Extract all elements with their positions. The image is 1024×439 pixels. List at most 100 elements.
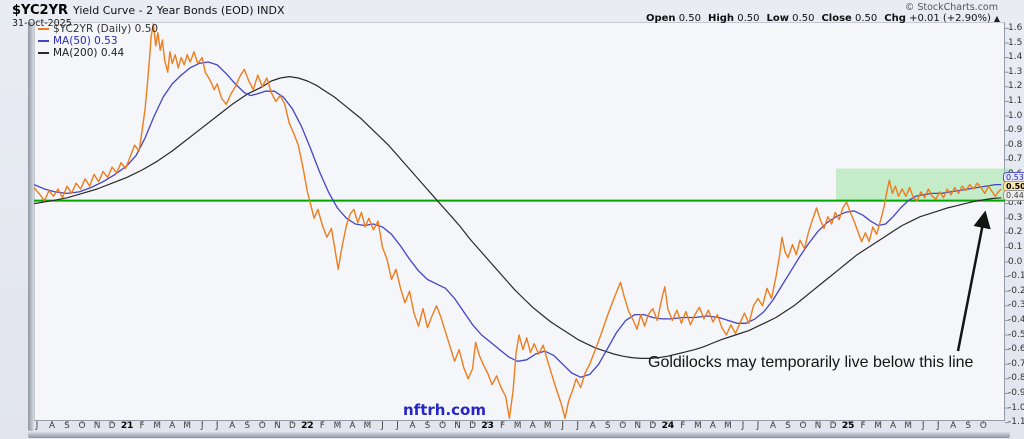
x-axis-label: S (244, 421, 251, 431)
x-axis-label: S (785, 421, 791, 431)
legend-item: MA(200) 0.44 (38, 47, 158, 59)
y-axis-label: 1.0 (1008, 110, 1023, 121)
x-axis-label: M (183, 421, 192, 431)
x-axis-label: M (513, 421, 522, 431)
green-highlight-box (836, 168, 1013, 201)
header: $YC2YR Yield Curve - 2 Year Bonds (EOD) I… (12, 3, 285, 18)
legend-swatch-icon (38, 40, 49, 42)
x-axis-label: M (363, 421, 372, 431)
x-axis-label: F (680, 421, 686, 431)
x-axis-label: A (409, 421, 416, 431)
y-axis-label: -1.1 (1008, 417, 1024, 428)
x-axis-label: J (215, 421, 219, 431)
x-axis-label: N (93, 421, 101, 431)
x-axis-label: J (200, 421, 204, 431)
x-axis-label: F (139, 421, 145, 431)
y-axis-label: -1.0 (1008, 402, 1024, 413)
y-axis-label: 0.7 (1008, 154, 1023, 165)
quote-value: +0.01 (+2.90%) (905, 13, 991, 24)
y-axis-label: 1.3 (1008, 66, 1023, 77)
y-axis-label: 0.1 (1008, 241, 1023, 252)
change-up-arrow-icon: ▲ (993, 14, 1000, 23)
x-axis-label: S (424, 421, 431, 431)
y-axis-label: -0.8 (1008, 373, 1024, 384)
x-axis-label: A (529, 421, 536, 431)
x-axis-label: O (78, 421, 86, 431)
y-axis-label: -0.1 (1008, 271, 1024, 282)
quote-value: 0.50 (675, 13, 701, 24)
legend-item: MA(50) 0.53 (38, 35, 158, 47)
y-axis-label: -0.7 (1008, 358, 1024, 369)
y-axis-label: 1.6 (1008, 22, 1023, 33)
price-line-yc2yr (34, 23, 1002, 419)
nftrh-watermark: nftrh.com (403, 401, 486, 419)
symbol-label: $YC2YR (12, 3, 69, 18)
y-axis-label: 0.4 (1008, 198, 1023, 209)
x-axis-label: J (921, 421, 925, 431)
y-axis-label: -0.4 (1008, 314, 1024, 325)
x-axis-label: 24 (661, 421, 675, 431)
x-axis-label: J (561, 421, 565, 431)
x-axis-label: A (48, 421, 56, 431)
y-axis-label: 0.3 (1008, 212, 1023, 223)
legend-swatch-icon (38, 28, 49, 30)
legend-swatch-icon (38, 52, 49, 54)
x-axis-label: 22 (301, 421, 314, 431)
ohlc-quote-row: Open 0.50 High 0.50 Low 0.50 Close 0.50 Chg … (639, 13, 1000, 24)
x-axis-label: A (769, 421, 777, 431)
x-axis-label: O (979, 421, 987, 431)
y-axis-label: -0.3 (1008, 300, 1024, 311)
x-axis-label: M (543, 421, 552, 431)
x-axis-label: A (229, 421, 236, 431)
x-axis-label: J (35, 421, 39, 431)
y-axis-label: 1.2 (1008, 81, 1023, 92)
y-axis-label: 1.5 (1008, 37, 1023, 48)
x-axis-label: D (108, 421, 116, 431)
quote-value: 0.50 (788, 13, 815, 24)
y-axis-label: 1.4 (1008, 52, 1023, 63)
legend-item: $YC2YR (Daily) 0.50 (38, 23, 158, 35)
y-axis-label: -0.6 (1008, 344, 1024, 355)
stockcharts-copyright: © StockCharts.com (904, 2, 998, 13)
y-axis-label: 1.1 (1008, 95, 1023, 106)
y-axis-label: 0.2 (1008, 227, 1023, 238)
x-axis-label: A (950, 421, 957, 431)
x-axis-label: J (381, 421, 384, 431)
y-axis-label: -0.5 (1008, 329, 1024, 340)
x-axis-label: S (965, 421, 972, 431)
x-axis-label: O (799, 421, 807, 431)
x-axis-label: 21 (120, 421, 134, 431)
chart-title: Yield Curve - 2 Year Bonds (EOD) INDX (73, 4, 285, 17)
legend-label: $YC2YR (Daily) 0.50 (53, 23, 159, 35)
x-axis-label: M (724, 421, 732, 431)
y-axis-label: 0.0 (1008, 256, 1023, 267)
ma200-line (34, 75, 1002, 359)
x-axis-label: J (396, 421, 399, 431)
x-axis-label: M (333, 421, 342, 431)
x-axis-label: D (469, 421, 477, 431)
x-axis-label: O (258, 421, 266, 431)
x-axis-label: 23 (481, 421, 494, 431)
x-axis-label: S (64, 421, 70, 431)
chart-plot-area (34, 22, 1005, 421)
x-axis-label: D (829, 421, 837, 431)
y-axis-label: -0.9 (1008, 387, 1024, 398)
quote-label: Open (645, 13, 676, 24)
goldilocks-annotation: Goldilocks may temporarily live below th… (648, 354, 974, 371)
x-axis-label: M (693, 421, 702, 431)
x-axis-label: N (454, 421, 461, 431)
x-axis-label: F (319, 421, 325, 431)
x-axis-label: O (438, 421, 447, 431)
quote-label: Low (766, 13, 789, 24)
x-axis-label: M (153, 421, 162, 431)
y-axis-label: 0.8 (1008, 139, 1023, 150)
x-axis-label: A (169, 421, 176, 431)
x-axis-label: A (709, 421, 716, 431)
x-axis-label: A (349, 421, 356, 431)
legend-label: MA(200) 0.44 (53, 47, 125, 59)
x-axis-label: A (589, 421, 596, 431)
x-axis-label: M (874, 421, 882, 431)
x-axis-label: F (860, 421, 866, 431)
